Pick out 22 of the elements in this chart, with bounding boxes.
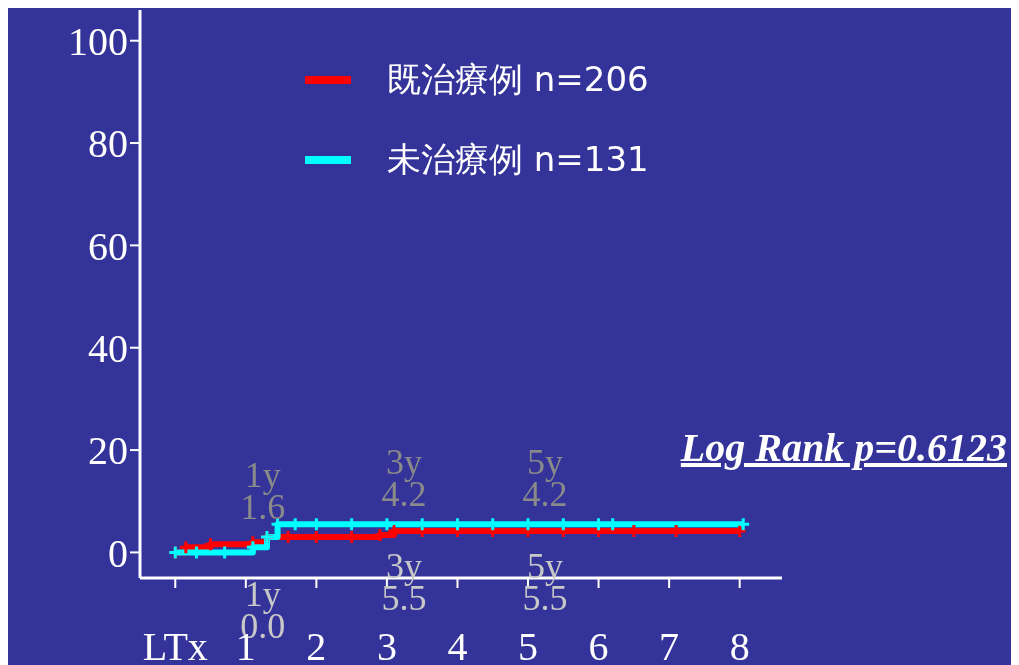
x-tick-label: 4 [447, 624, 468, 665]
x-tick-label: 2 [306, 624, 327, 665]
y-tick-label: 80 [88, 121, 128, 167]
y-tick-label: 0 [108, 530, 128, 576]
legend-label: 既治療例 n=206 [387, 58, 649, 101]
x-tick-label: 6 [588, 624, 609, 665]
y-tick-label: 20 [88, 428, 128, 474]
x-tick-label: 8 [729, 624, 750, 665]
y-tick-label: 100 [68, 18, 128, 64]
annotation: 3y 4.2 [381, 441, 427, 514]
y-tick-label: 60 [88, 223, 128, 269]
annotation: 5y 4.2 [522, 441, 568, 514]
x-tick-label: 7 [659, 624, 680, 665]
legend-label: 未治療例 n=131 [387, 138, 649, 181]
annotation: 5y 5.5 [522, 546, 568, 619]
annotation: 1y 1.6 [240, 455, 286, 528]
x-tick-label: 3 [376, 624, 397, 665]
y-tick-label: 40 [88, 325, 128, 371]
annotation: Log Rank p=0.6123 [680, 424, 1007, 471]
x-tick-label: 5 [518, 624, 539, 665]
annotation: 3y 5.5 [381, 546, 427, 619]
x-tick-label: LTx [142, 624, 208, 665]
